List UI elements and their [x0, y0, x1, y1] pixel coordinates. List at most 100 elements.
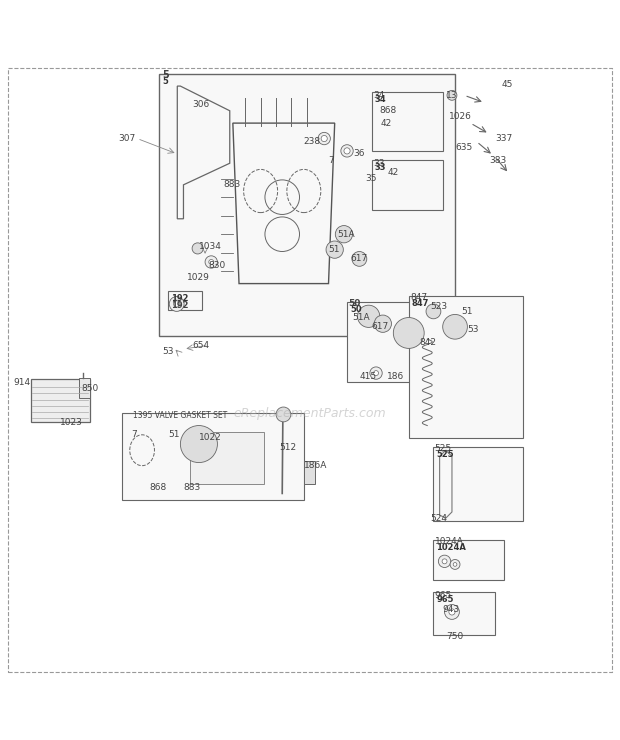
- Circle shape: [445, 605, 459, 619]
- Text: 186A: 186A: [304, 461, 327, 470]
- Circle shape: [180, 425, 218, 462]
- Text: 617: 617: [372, 323, 389, 332]
- Text: 33: 33: [375, 164, 386, 172]
- Text: 53: 53: [162, 347, 174, 356]
- Bar: [347, 302, 480, 383]
- Bar: [433, 592, 495, 636]
- Text: 965: 965: [436, 595, 454, 605]
- Circle shape: [450, 559, 460, 569]
- Text: 847: 847: [410, 292, 427, 302]
- Text: 5: 5: [162, 77, 168, 86]
- Text: 306: 306: [193, 100, 210, 109]
- Circle shape: [449, 609, 455, 615]
- Text: 36: 36: [353, 149, 365, 158]
- Text: 50: 50: [350, 305, 361, 314]
- Text: 750: 750: [446, 632, 463, 641]
- Text: eReplacementParts.com: eReplacementParts.com: [234, 407, 386, 420]
- Circle shape: [276, 407, 291, 422]
- Text: 238: 238: [304, 137, 321, 146]
- Text: 51: 51: [461, 307, 472, 316]
- Text: 307: 307: [118, 134, 136, 143]
- Circle shape: [321, 135, 327, 141]
- Text: 883: 883: [184, 482, 201, 492]
- Circle shape: [209, 260, 214, 264]
- Text: 34: 34: [375, 95, 386, 104]
- Circle shape: [344, 148, 350, 154]
- Text: 830: 830: [208, 260, 226, 269]
- Text: 1024A: 1024A: [436, 543, 466, 552]
- Text: 1029: 1029: [187, 273, 210, 282]
- Text: 523: 523: [430, 302, 448, 311]
- Text: 35: 35: [366, 174, 377, 184]
- Text: 525: 525: [436, 450, 454, 460]
- Bar: [190, 431, 264, 484]
- Text: 383: 383: [489, 155, 507, 164]
- Text: 51A: 51A: [352, 313, 370, 322]
- Circle shape: [358, 305, 379, 327]
- Text: 883: 883: [224, 181, 241, 189]
- Text: 842: 842: [420, 337, 437, 347]
- Text: 850: 850: [82, 384, 99, 393]
- Text: 525: 525: [435, 444, 452, 453]
- Text: 53: 53: [467, 326, 479, 334]
- Circle shape: [326, 241, 343, 258]
- Circle shape: [205, 256, 218, 268]
- Text: 45: 45: [502, 81, 513, 90]
- Circle shape: [453, 562, 457, 566]
- Text: 1024A: 1024A: [435, 537, 464, 546]
- Text: 34: 34: [373, 92, 384, 101]
- Circle shape: [335, 226, 353, 243]
- Bar: [79, 378, 91, 398]
- Text: 7: 7: [329, 155, 334, 164]
- Circle shape: [426, 304, 441, 319]
- Text: 868: 868: [379, 107, 396, 115]
- Bar: [433, 539, 505, 580]
- Circle shape: [442, 559, 447, 564]
- Circle shape: [393, 317, 424, 349]
- Text: 914: 914: [14, 378, 31, 387]
- Text: 868: 868: [149, 482, 167, 492]
- Bar: [433, 447, 523, 521]
- Text: 617: 617: [350, 255, 368, 263]
- Text: 1022: 1022: [199, 434, 222, 443]
- Text: 186: 186: [387, 371, 404, 380]
- Text: 192: 192: [171, 301, 188, 310]
- Text: 33: 33: [373, 159, 384, 168]
- Text: 524: 524: [430, 514, 448, 522]
- Text: 42: 42: [380, 118, 392, 127]
- Text: 50: 50: [348, 300, 361, 309]
- Text: 943: 943: [443, 605, 460, 614]
- Text: 51: 51: [168, 430, 180, 440]
- Text: 1026: 1026: [449, 112, 472, 121]
- Circle shape: [370, 367, 382, 380]
- Text: 965: 965: [435, 591, 452, 600]
- Bar: [304, 461, 315, 484]
- Bar: [409, 296, 523, 438]
- Circle shape: [352, 252, 367, 266]
- Text: 51A: 51A: [338, 229, 355, 239]
- Text: 512: 512: [279, 443, 296, 451]
- Circle shape: [318, 132, 330, 145]
- Bar: [372, 160, 443, 209]
- Circle shape: [443, 314, 467, 339]
- Circle shape: [447, 90, 457, 101]
- Text: 1395 VALVE GASKET SET: 1395 VALVE GASKET SET: [133, 411, 227, 420]
- Bar: [122, 413, 304, 500]
- Circle shape: [174, 301, 180, 307]
- Text: 654: 654: [193, 341, 210, 350]
- Text: 1023: 1023: [60, 418, 83, 427]
- Circle shape: [438, 555, 451, 568]
- Circle shape: [192, 243, 203, 254]
- Circle shape: [341, 145, 353, 157]
- Text: 415: 415: [360, 371, 376, 380]
- Text: 13: 13: [446, 91, 458, 100]
- Bar: [31, 380, 90, 423]
- Text: 635: 635: [455, 144, 472, 152]
- Text: 51: 51: [329, 245, 340, 254]
- Text: 42: 42: [387, 168, 399, 177]
- Circle shape: [374, 371, 379, 376]
- Text: 337: 337: [495, 134, 512, 143]
- Bar: [159, 74, 455, 336]
- Bar: [372, 92, 443, 151]
- Circle shape: [374, 315, 391, 332]
